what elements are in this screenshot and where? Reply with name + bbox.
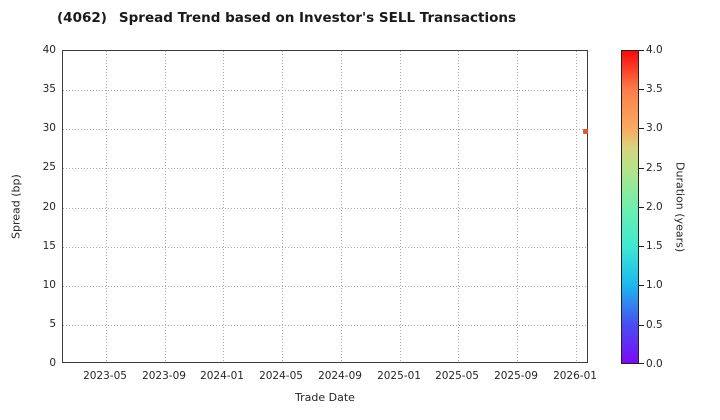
chart-title: (4062) Spread Trend based on Investor's … xyxy=(57,10,516,26)
colorbar-axis-label: Duration (years) xyxy=(673,161,687,253)
x-tick-label: 2025-01 xyxy=(377,370,421,382)
colorbar-tick-label: 2.5 xyxy=(646,162,663,174)
gridline-vertical xyxy=(341,51,342,362)
gridline-horizontal xyxy=(63,168,587,169)
y-tick-label: 15 xyxy=(42,240,56,252)
colorbar-tick-label: 2.0 xyxy=(646,201,663,213)
scatter-point xyxy=(583,129,588,134)
colorbar-tick xyxy=(639,285,644,286)
x-tick-label: 2024-01 xyxy=(200,370,244,382)
x-tick-label: 2026-01 xyxy=(553,370,597,382)
plot-area xyxy=(62,50,588,363)
colorbar-tick xyxy=(639,89,644,90)
ticker-code: (4062) xyxy=(57,10,107,26)
x-tick-label: 2025-05 xyxy=(435,370,479,382)
y-tick-label: 0 xyxy=(49,357,56,369)
y-tick-label: 10 xyxy=(42,279,56,291)
colorbar-tick-label: 0.0 xyxy=(646,358,663,370)
colorbar-tick-label: 3.0 xyxy=(646,122,663,134)
x-tick-label: 2023-05 xyxy=(83,370,127,382)
colorbar-tick-label: 4.0 xyxy=(646,44,663,56)
colorbar-tick xyxy=(639,246,644,247)
x-tick-label: 2024-05 xyxy=(259,370,303,382)
gridline-vertical xyxy=(223,51,224,362)
colorbar-tick-label: 3.5 xyxy=(646,83,663,95)
gridline-vertical xyxy=(106,51,107,362)
y-tick-label: 25 xyxy=(42,161,56,173)
y-tick-label: 30 xyxy=(42,122,56,134)
gridline-horizontal xyxy=(63,90,587,91)
colorbar-tick-label: 0.5 xyxy=(646,319,663,331)
gridline-vertical xyxy=(400,51,401,362)
y-tick-label: 35 xyxy=(42,83,56,95)
y-tick-label: 20 xyxy=(42,201,56,213)
gridline-horizontal xyxy=(63,325,587,326)
colorbar-tick xyxy=(639,168,644,169)
gridline-vertical xyxy=(282,51,283,362)
x-axis-label: Trade Date xyxy=(295,391,355,404)
gridline-vertical xyxy=(458,51,459,362)
x-tick-label: 2025-09 xyxy=(494,370,538,382)
colorbar xyxy=(621,50,639,364)
colorbar-tick xyxy=(639,207,644,208)
y-tick-label: 40 xyxy=(42,44,56,56)
colorbar-tick-label: 1.0 xyxy=(646,279,663,291)
x-tick-label: 2023-09 xyxy=(142,370,186,382)
gridline-vertical xyxy=(517,51,518,362)
gridline-horizontal xyxy=(63,208,587,209)
gridline-horizontal xyxy=(63,286,587,287)
gridline-horizontal xyxy=(63,129,587,130)
colorbar-tick xyxy=(639,128,644,129)
gridline-vertical xyxy=(165,51,166,362)
chart-title-text: Spread Trend based on Investor's SELL Tr… xyxy=(118,10,517,26)
gridline-horizontal xyxy=(63,247,587,248)
x-tick-label: 2024-09 xyxy=(318,370,362,382)
colorbar-tick xyxy=(639,363,644,364)
colorbar-tick xyxy=(639,50,644,51)
colorbar-tick-label: 1.5 xyxy=(646,240,663,252)
y-tick-label: 5 xyxy=(49,318,56,330)
gridline-vertical xyxy=(576,51,577,362)
colorbar-tick xyxy=(639,325,644,326)
